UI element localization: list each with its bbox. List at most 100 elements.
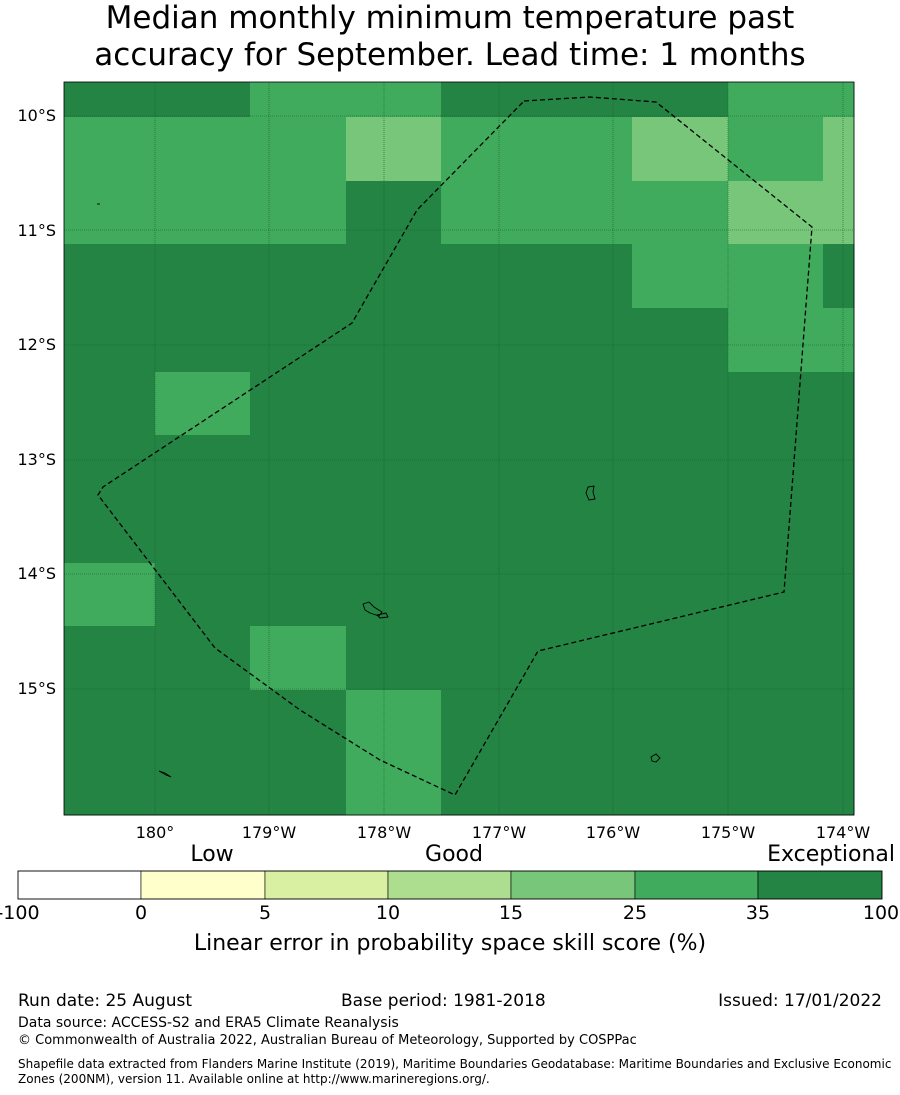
grid-cell	[64, 372, 156, 436]
grid-cell	[537, 690, 633, 755]
eez-boundary	[97, 96, 813, 796]
grid-cell	[155, 308, 251, 373]
grid-cell	[250, 499, 347, 564]
title-line-1: Median monthly minimum temperature past	[105, 0, 795, 36]
grid-cell	[728, 372, 824, 436]
grid-cell	[64, 626, 156, 691]
grid-cell	[250, 117, 347, 182]
data-source: Data source: ACCESS-S2 and ERA5 Climate …	[18, 1015, 399, 1031]
grid-cell	[250, 690, 347, 755]
run-date: Run date: 25 August	[18, 991, 192, 1011]
grid-cell	[250, 82, 347, 118]
title-line-2: accuracy for September. Lead time: 1 mon…	[94, 37, 806, 73]
grid-cell	[250, 244, 347, 309]
grid-cell	[441, 563, 538, 627]
colorbar-swatch	[17, 870, 142, 900]
grid-cell	[632, 308, 729, 373]
grid-cell	[632, 181, 729, 245]
lon-label-177w: 177°W	[472, 823, 527, 840]
colorbar-swatch	[757, 870, 883, 900]
grid-cell	[155, 563, 251, 627]
grid-cell	[728, 117, 824, 182]
grid-cell	[537, 117, 633, 182]
grid-cell	[632, 754, 729, 816]
grid-cell	[155, 690, 251, 755]
colorbar-label: Linear error in probability space skill …	[193, 931, 707, 956]
grid-cell	[441, 690, 538, 755]
grid-cell	[64, 690, 156, 755]
grid-cell	[250, 372, 347, 436]
colorbar-tick-7: 100	[862, 902, 900, 924]
lon-label-176w: 176°W	[586, 823, 641, 840]
grid-cell	[823, 754, 855, 816]
grid-cell	[346, 754, 442, 816]
grid-cell	[728, 244, 824, 309]
grid-cell	[250, 308, 347, 373]
grid-cell	[632, 82, 729, 118]
grid-cell	[728, 181, 824, 245]
grid-cell	[441, 499, 538, 564]
grid-cell	[155, 244, 251, 309]
colorbar-swatch	[510, 870, 636, 900]
grid-cell	[64, 308, 156, 373]
grid-cell	[250, 754, 347, 816]
grid-cell	[346, 499, 442, 564]
island-5	[158, 770, 172, 778]
grid-cell	[537, 244, 633, 309]
skill-map: 10°S 11°S 12°S 13°S 14°S 15°S 180° 179°W…	[17, 81, 870, 840]
grid-cell	[250, 563, 347, 627]
copyright: © Commonwealth of Australia 2022, Austra…	[18, 1033, 637, 1048]
grid-cell	[823, 626, 855, 691]
lon-label-180: 180°	[136, 823, 175, 840]
grid-cell	[346, 117, 442, 182]
lat-label-14s: 14°S	[17, 564, 56, 583]
grid-cell	[441, 626, 538, 691]
grid-cell	[728, 563, 824, 627]
grid-cell	[728, 308, 824, 373]
grid-cell	[155, 626, 251, 691]
grid-cell	[441, 435, 538, 500]
colorbar-tick-1: 0	[134, 902, 148, 924]
colorbar-tick-0: -100	[0, 902, 40, 924]
grid-cell	[728, 626, 824, 691]
lon-label-179w: 179°W	[242, 823, 297, 840]
grid-cell	[441, 754, 538, 816]
grid-cell	[250, 435, 347, 500]
grid-cell	[64, 244, 156, 309]
grid-cell	[632, 690, 729, 755]
graticule	[64, 82, 854, 815]
grid-cell	[537, 563, 633, 627]
grid-cell	[64, 435, 156, 500]
grid-cell	[64, 754, 156, 816]
base-period: Base period: 1981-2018	[341, 991, 546, 1011]
grid-cell	[632, 435, 729, 500]
grid-cell	[64, 181, 156, 245]
grid-cell	[346, 690, 442, 755]
grid-cell	[823, 372, 855, 436]
grid-cell	[823, 499, 855, 564]
grid-cell	[441, 117, 538, 182]
lat-label-12s: 12°S	[17, 335, 56, 354]
lat-label-11s: 11°S	[17, 221, 56, 240]
colorbar-tick-3: 10	[375, 902, 401, 924]
grid-cell	[823, 308, 855, 373]
grid-cell	[155, 117, 251, 182]
map-title: Median monthly minimum temperature past …	[0, 0, 900, 74]
colorbar-swatch	[264, 870, 389, 900]
island-3	[376, 612, 389, 619]
colorbar-word-exceptional: Exceptional	[767, 842, 895, 867]
grid-cell	[64, 563, 156, 627]
grid-cell	[632, 563, 729, 627]
colorbar-tick-2: 5	[258, 902, 272, 924]
grid-cell	[155, 435, 251, 500]
skill-grid	[64, 82, 855, 816]
grid-cell	[632, 626, 729, 691]
lat-label-15s: 15°S	[17, 679, 56, 698]
grid-cell	[537, 499, 633, 564]
grid-cell	[632, 372, 729, 436]
grid-cell	[823, 82, 855, 118]
grid-cell	[632, 117, 729, 182]
grid-cell	[537, 308, 633, 373]
colorbar-tick-4: 15	[498, 902, 524, 924]
grid-cell	[441, 372, 538, 436]
